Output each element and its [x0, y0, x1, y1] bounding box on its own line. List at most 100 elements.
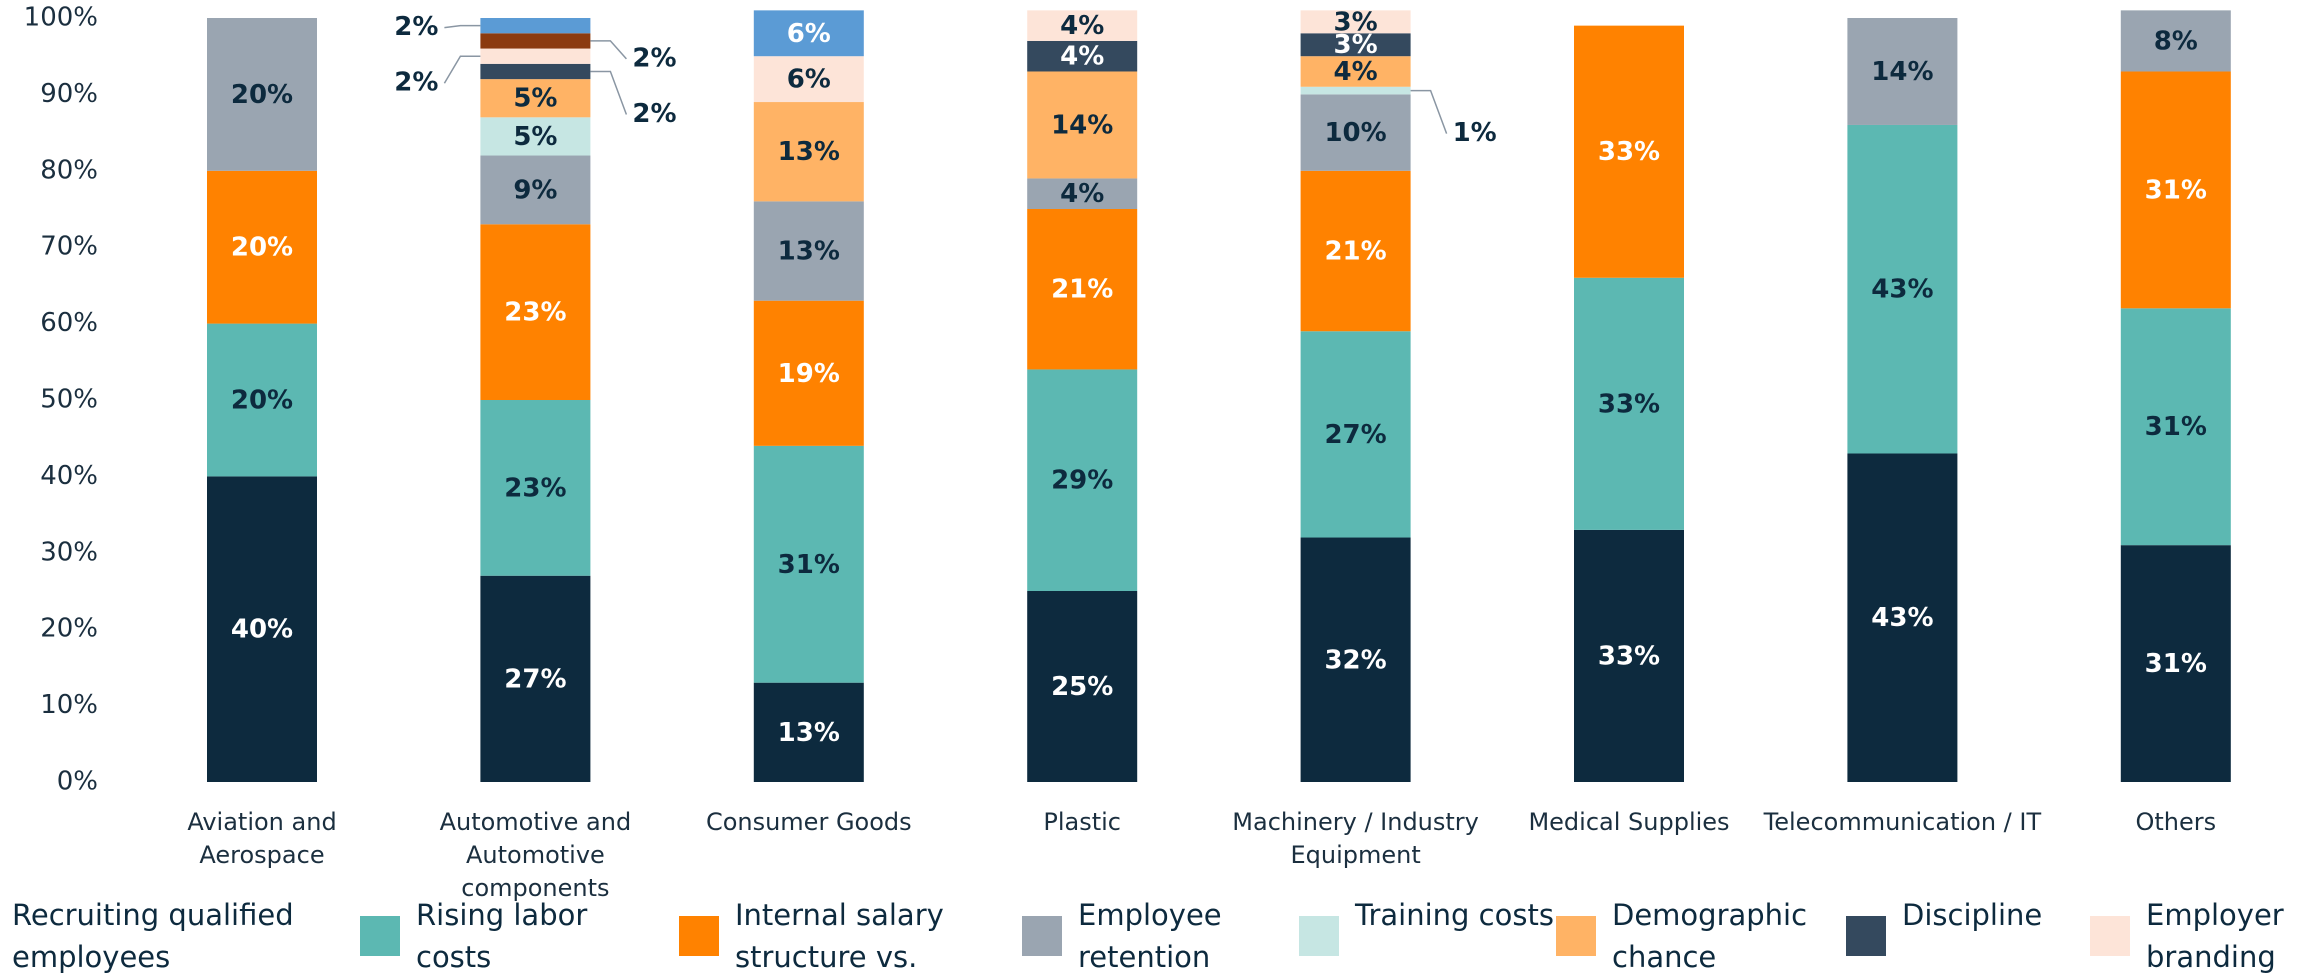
bar-segment — [1300, 94, 1411, 171]
data-label: 13% — [778, 718, 840, 748]
legend-label: Demographic chance — [1612, 898, 1808, 974]
data-label: 40% — [231, 615, 293, 645]
legend-label: Rising labor costs — [416, 898, 588, 974]
data-label: 10% — [1324, 118, 1386, 148]
bar-segment — [2120, 545, 2231, 782]
bar-segment — [1300, 86, 1411, 95]
bar-segment — [1574, 25, 1684, 278]
legend-label: Discipline — [1902, 898, 2043, 932]
bar-segment — [480, 63, 591, 80]
bar-segment — [2120, 10, 2231, 72]
legend-label: Training costs — [1355, 898, 1554, 932]
leader-line — [444, 24, 481, 29]
leader-line — [1410, 89, 1448, 134]
data-label: 31% — [778, 550, 840, 580]
data-label: 2% — [394, 12, 438, 42]
data-label: 5% — [513, 122, 557, 152]
data-label: 13% — [778, 137, 840, 167]
bar-segment — [753, 201, 864, 301]
data-label: 33% — [1598, 137, 1660, 167]
bar-segment — [1847, 124, 1958, 454]
x-tick-label: Aviation and Aerospace — [187, 808, 337, 869]
y-tick-label: 90% — [40, 79, 98, 109]
data-label: 14% — [1871, 57, 1933, 87]
data-label: 2% — [394, 68, 438, 98]
data-label: 4% — [1060, 179, 1104, 209]
legend-swatch — [360, 916, 400, 956]
data-label: 8% — [2154, 26, 2198, 56]
y-tick-label: 70% — [40, 232, 98, 262]
data-label: 6% — [787, 19, 831, 49]
legend-label: Recruiting qualified employees — [12, 898, 294, 974]
y-tick-label: 80% — [40, 155, 98, 185]
data-label: 3% — [1334, 7, 1378, 37]
data-label: 43% — [1871, 603, 1933, 633]
data-label: 2% — [632, 99, 676, 129]
data-label: 32% — [1324, 645, 1386, 675]
data-label: 4% — [1060, 11, 1104, 41]
legend-swatch — [2090, 916, 2130, 956]
data-label: 20% — [231, 386, 293, 416]
bar-segment — [2120, 71, 2231, 309]
data-label: 6% — [787, 65, 831, 95]
bar-segment — [1300, 537, 1411, 782]
y-tick-label: 50% — [40, 385, 98, 415]
bar-segment — [480, 575, 591, 782]
bar-segment — [1027, 40, 1138, 72]
data-label: 43% — [1871, 275, 1933, 305]
bar-segment — [480, 33, 591, 49]
legend-swatch — [679, 916, 719, 956]
data-label: 4% — [1334, 57, 1378, 87]
x-tick-label: Consumer Goods — [705, 808, 912, 836]
data-label: 1% — [1453, 118, 1497, 148]
bar-segment — [480, 79, 591, 118]
data-label: 27% — [504, 664, 566, 694]
bar-segment — [2120, 308, 2231, 546]
bar-segment — [207, 18, 317, 171]
bar-segment — [480, 400, 591, 576]
bar-segment — [1847, 18, 1958, 125]
y-tick-label: 10% — [40, 690, 98, 720]
leader-line — [590, 70, 628, 115]
data-label: 19% — [778, 359, 840, 389]
data-label: 13% — [778, 237, 840, 267]
bar-segment — [1027, 178, 1138, 209]
data-label: 21% — [1324, 237, 1386, 267]
bar-segment — [753, 300, 864, 446]
data-label: 27% — [1324, 420, 1386, 450]
data-label: 29% — [1051, 466, 1113, 496]
bar-segment — [753, 682, 864, 782]
y-tick-label: 0% — [57, 767, 98, 797]
plot: 0% 10% 20% 30% 40% 50% 60% 70% 80% 90% 100% 40% 20% 2… — [24, 3, 2231, 797]
data-label: 14% — [1051, 110, 1113, 140]
data-label: 31% — [2145, 649, 2207, 679]
data-label: 23% — [504, 473, 566, 503]
data-label: 3% — [1334, 30, 1378, 60]
data-label: 33% — [1598, 389, 1660, 419]
bar-segment — [753, 10, 864, 57]
bar-segment — [753, 56, 864, 103]
bar-segment — [480, 18, 591, 34]
bar-segment — [207, 476, 317, 782]
bar-segment — [1027, 209, 1138, 370]
x-tick-label: Others — [2135, 808, 2217, 836]
bar-segment — [480, 224, 591, 400]
y-tick-label: 20% — [40, 614, 98, 644]
data-label: 31% — [2145, 412, 2207, 442]
data-label: 2% — [632, 43, 676, 73]
legend-label: Employer branding — [2146, 898, 2284, 974]
y-tick-label: 40% — [40, 461, 98, 491]
legend-swatch — [1299, 916, 1339, 956]
data-label: 20% — [231, 80, 293, 110]
bar-segment — [1300, 56, 1411, 87]
bar-segment — [480, 117, 591, 156]
bar-segment — [1300, 170, 1411, 332]
bar-segment — [1027, 591, 1138, 782]
bar-segment — [1300, 33, 1411, 57]
bar-segment — [1027, 10, 1138, 41]
data-label: 4% — [1060, 42, 1104, 72]
legend-swatch — [1556, 916, 1596, 956]
data-label: 25% — [1051, 672, 1113, 702]
data-label: 5% — [513, 84, 557, 114]
